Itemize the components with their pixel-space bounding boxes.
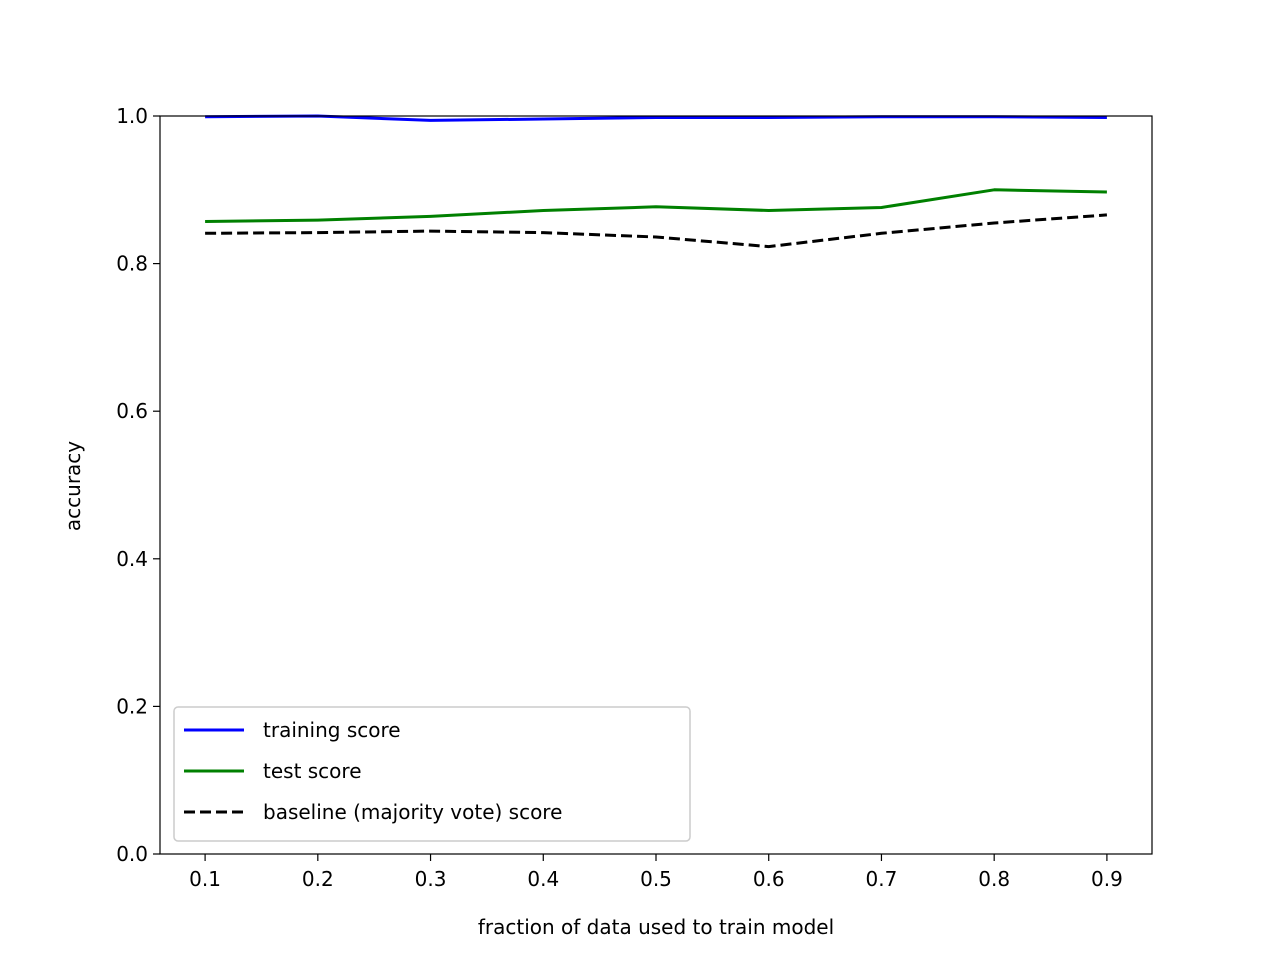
series-line-2 [205, 213, 1108, 249]
x-tick-label: 0.9 [1091, 867, 1123, 891]
legend-label-1: test score [263, 759, 362, 783]
legend: training score test score baseline (majori… [173, 706, 691, 842]
plot-frame [159, 115, 1153, 855]
y-tick-label: 0.4 [116, 547, 148, 571]
x-tick-label: 0.7 [866, 867, 898, 891]
x-axis-label: fraction of data used to train model [478, 915, 834, 939]
series-layer [205, 114, 1108, 249]
axes-layer: 0.1 0.2 0.3 0.4 0.5 0.6 0.7 0.8 0.9 0.0 0.2 0.4 0.6 0… [116, 104, 1123, 891]
y-tick-label: 1.0 [116, 104, 148, 128]
y-tick-label: 0.0 [116, 842, 148, 866]
legend-box [173, 706, 691, 842]
x-tick-label: 0.4 [527, 867, 559, 891]
y-tick-label: 0.6 [116, 399, 148, 423]
x-tick-label: 0.3 [415, 867, 447, 891]
x-tick-label: 0.2 [302, 867, 334, 891]
legend-label-0: training score [263, 718, 401, 742]
series-line-0 [205, 114, 1107, 122]
y-tick-label: 0.8 [116, 252, 148, 276]
y-tick-label: 0.2 [116, 694, 148, 718]
x-tick-label: 0.8 [978, 867, 1010, 891]
x-tick-label: 0.5 [640, 867, 672, 891]
x-tick-label: 0.1 [189, 867, 221, 891]
y-axis-label: accuracy [61, 441, 85, 531]
legend-label-2: baseline (majority vote) score [263, 800, 562, 824]
series-line-1 [205, 188, 1107, 223]
x-tick-label: 0.6 [753, 867, 785, 891]
